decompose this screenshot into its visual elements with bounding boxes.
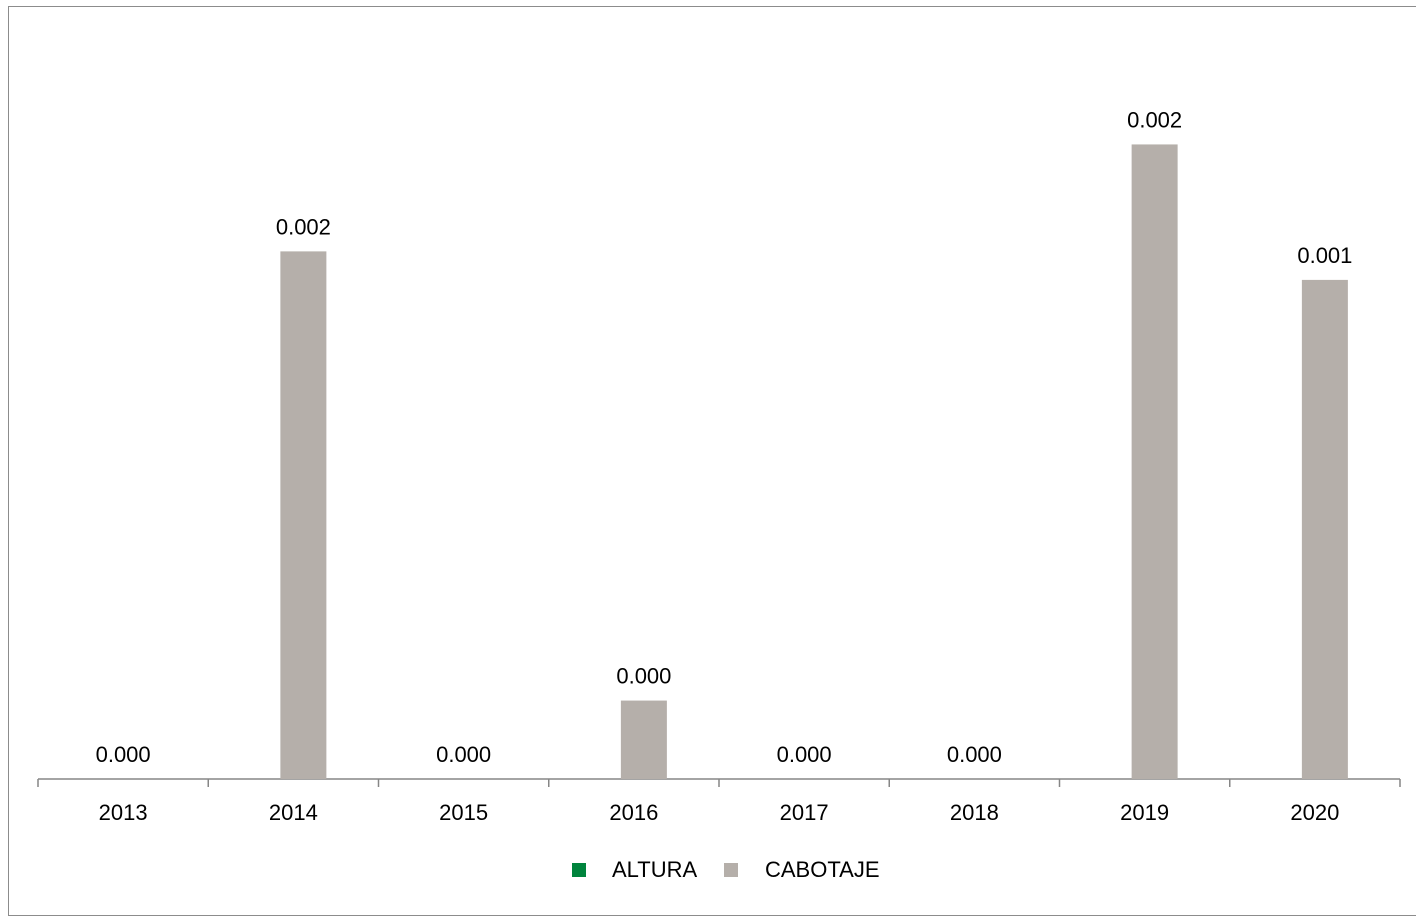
- bars: [280, 144, 1348, 779]
- x-tick-label-2019: 2019: [1120, 800, 1169, 825]
- legend-label-cabotaje: CABOTAJE: [765, 857, 880, 882]
- x-tick-label-2018: 2018: [950, 800, 999, 825]
- bar-2019: [1131, 144, 1178, 779]
- x-tick-label-2013: 2013: [99, 800, 148, 825]
- data-label-2016: 0.000: [616, 664, 671, 689]
- legend-label-altura: ALTURA: [612, 857, 697, 882]
- legend: ALTURA CABOTAJE: [572, 857, 880, 882]
- data-label-2017: 0.000: [777, 742, 832, 767]
- bar-2014: [280, 251, 327, 779]
- x-tick-label-2015: 2015: [439, 800, 488, 825]
- legend-swatch-altura: [572, 863, 586, 877]
- data-label-2019: 0.002: [1127, 107, 1182, 132]
- bar-2016: [620, 700, 667, 779]
- data-label-2018: 0.000: [947, 742, 1002, 767]
- bar-2020: [1301, 279, 1348, 779]
- data-label-2014: 0.002: [276, 214, 331, 239]
- x-tick-label-2016: 2016: [609, 800, 658, 825]
- data-labels: 0.000 0.002 0.000 0.000 0.000 0.000 0.002 0.001: [96, 107, 1353, 767]
- data-label-2013: 0.000: [96, 742, 151, 767]
- x-tick-label-2017: 2017: [780, 800, 829, 825]
- x-tick-label-2020: 2020: [1290, 800, 1339, 825]
- x-axis-ticks: [37, 779, 1401, 787]
- x-tick-labels: 2013 2014 2015 2016 2017 2018 2019 2020: [99, 800, 1340, 825]
- x-tick-label-2014: 2014: [269, 800, 318, 825]
- data-label-2015: 0.000: [436, 742, 491, 767]
- legend-swatch-cabotaje: [724, 863, 738, 877]
- data-label-2020: 0.001: [1297, 243, 1352, 268]
